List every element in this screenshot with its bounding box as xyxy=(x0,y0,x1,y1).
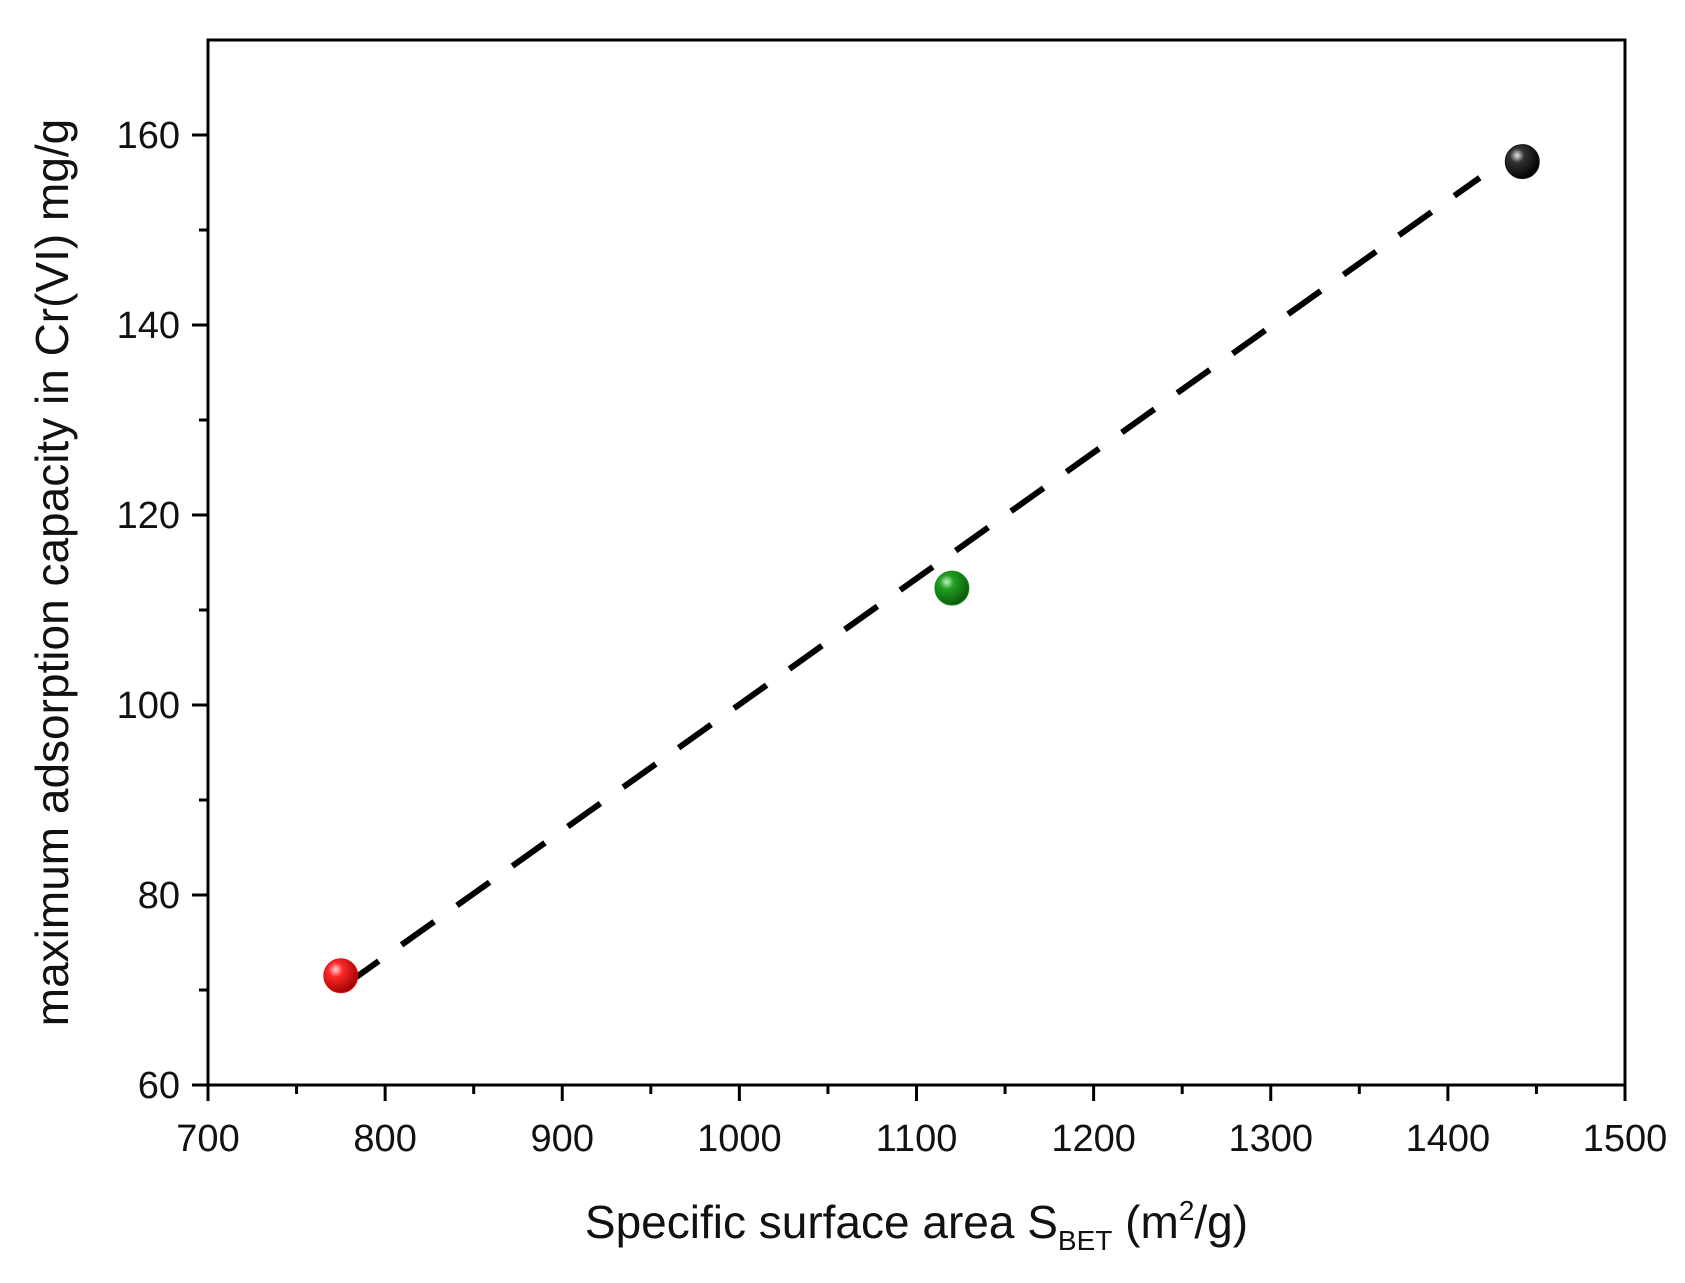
fit-line-group xyxy=(344,175,1482,987)
x-tick-label: 900 xyxy=(531,1118,594,1160)
x-tick-label: 1500 xyxy=(1583,1118,1668,1160)
y-axis-title: maximum adsorption capacity in Cr(VI) mg… xyxy=(26,119,78,1027)
x-tick-label: 1300 xyxy=(1228,1118,1313,1160)
data-point xyxy=(323,958,359,994)
y-tick-label: 80 xyxy=(138,875,180,917)
data-point xyxy=(934,570,970,606)
x-axis-title-main: Specific surface area S xyxy=(585,1196,1058,1248)
x-tick-label: 1200 xyxy=(1051,1118,1136,1160)
x-tick-label: 800 xyxy=(353,1118,416,1160)
y-tick-label: 100 xyxy=(117,685,180,727)
y-tick-label: 60 xyxy=(138,1065,180,1107)
x-axis-title-unit-close: /g) xyxy=(1194,1196,1248,1248)
x-tick-label: 1100 xyxy=(876,1118,958,1160)
data-point xyxy=(1504,144,1540,180)
y-tick-label: 120 xyxy=(117,495,180,537)
x-tick-label: 1400 xyxy=(1406,1118,1491,1160)
y-tick-label: 140 xyxy=(117,305,180,347)
axis-ticks: 700 800 900 1000 1100 1200 1300 1400 1500 60 80 100… xyxy=(117,115,1668,1160)
x-axis-title-subscript: BET xyxy=(1058,1225,1112,1256)
x-axis-title-superscript: 2 xyxy=(1179,1195,1195,1226)
x-tick-label: 1000 xyxy=(697,1118,782,1160)
fit-line xyxy=(344,175,1482,987)
x-tick-label: 700 xyxy=(176,1118,239,1160)
data-points xyxy=(323,144,1540,994)
plot-frame xyxy=(206,38,1627,1087)
x-axis-title: Specific surface area SBET (m2/g) xyxy=(585,1195,1248,1256)
x-axis-title-unit-open: (m xyxy=(1112,1196,1178,1248)
y-tick-label: 160 xyxy=(117,115,180,157)
